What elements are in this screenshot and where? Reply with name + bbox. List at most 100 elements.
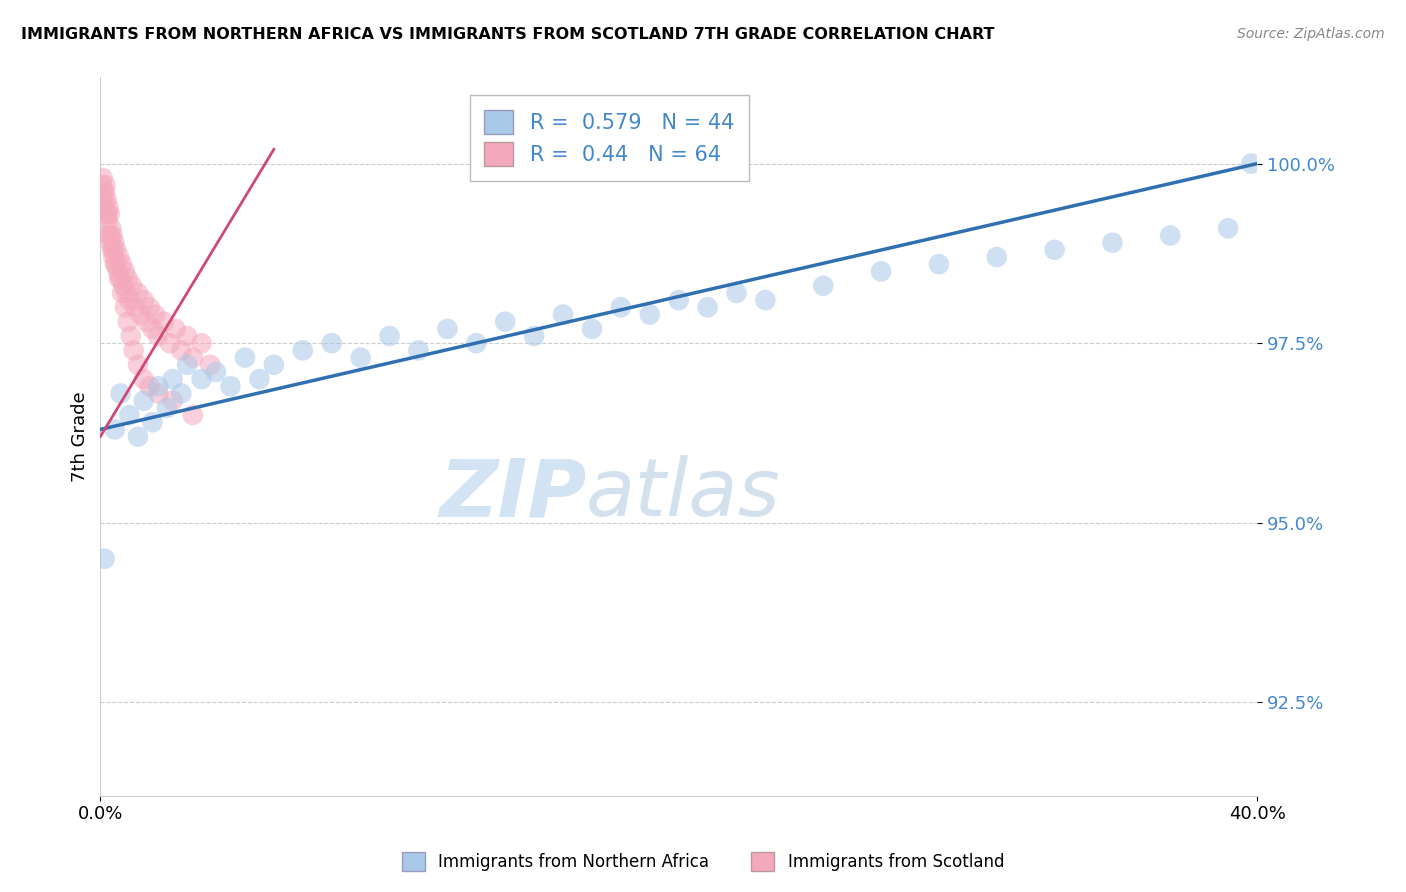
Point bbox=[148, 386, 170, 401]
Point bbox=[1240, 156, 1263, 170]
Point bbox=[105, 243, 128, 257]
Point bbox=[696, 301, 718, 315]
Point bbox=[108, 271, 131, 285]
Point bbox=[141, 415, 163, 429]
Point bbox=[132, 293, 155, 307]
Point bbox=[523, 329, 546, 343]
Point bbox=[581, 322, 603, 336]
Point bbox=[138, 301, 160, 315]
Text: Source: ZipAtlas.com: Source: ZipAtlas.com bbox=[1237, 27, 1385, 41]
Point bbox=[110, 271, 132, 285]
Point bbox=[97, 214, 120, 228]
Point bbox=[349, 351, 371, 365]
Point bbox=[97, 207, 120, 221]
Point bbox=[986, 250, 1008, 264]
Point bbox=[100, 221, 122, 235]
Point bbox=[96, 193, 118, 207]
Text: ZIP: ZIP bbox=[439, 455, 586, 533]
Point bbox=[117, 315, 139, 329]
Point bbox=[98, 228, 121, 243]
Point bbox=[104, 422, 127, 436]
Point bbox=[127, 358, 149, 372]
Text: atlas: atlas bbox=[586, 455, 780, 533]
Point bbox=[107, 264, 129, 278]
Legend: R =  0.579   N = 44, R =  0.44   N = 64: R = 0.579 N = 44, R = 0.44 N = 64 bbox=[470, 95, 749, 181]
Point bbox=[129, 308, 152, 322]
Point bbox=[1043, 243, 1066, 257]
Point bbox=[103, 235, 125, 250]
Point bbox=[291, 343, 314, 358]
Point bbox=[114, 264, 136, 278]
Point bbox=[165, 322, 187, 336]
Legend: Immigrants from Northern Africa, Immigrants from Scotland: Immigrants from Northern Africa, Immigra… bbox=[394, 843, 1012, 880]
Point bbox=[114, 301, 136, 315]
Point bbox=[465, 336, 488, 351]
Point bbox=[111, 285, 134, 300]
Point bbox=[1216, 221, 1239, 235]
Point bbox=[181, 408, 204, 422]
Point bbox=[103, 250, 125, 264]
Point bbox=[148, 329, 170, 343]
Point bbox=[181, 351, 204, 365]
Point bbox=[219, 379, 242, 393]
Point bbox=[97, 200, 120, 214]
Point bbox=[94, 178, 117, 193]
Point bbox=[115, 285, 138, 300]
Point bbox=[162, 372, 184, 386]
Point bbox=[135, 315, 157, 329]
Point bbox=[138, 379, 160, 393]
Point bbox=[170, 386, 193, 401]
Point bbox=[103, 243, 125, 257]
Point bbox=[162, 393, 184, 408]
Point bbox=[105, 257, 128, 271]
Point bbox=[111, 257, 134, 271]
Point bbox=[813, 278, 835, 293]
Point bbox=[1159, 228, 1181, 243]
Point bbox=[90, 178, 112, 193]
Point bbox=[170, 343, 193, 358]
Point bbox=[110, 386, 132, 401]
Point bbox=[120, 329, 142, 343]
Point bbox=[190, 336, 212, 351]
Point bbox=[132, 393, 155, 408]
Point bbox=[176, 358, 198, 372]
Point bbox=[263, 358, 285, 372]
Point bbox=[94, 207, 117, 221]
Point bbox=[754, 293, 776, 307]
Point bbox=[93, 186, 115, 200]
Point bbox=[156, 401, 179, 415]
Point bbox=[101, 228, 124, 243]
Point bbox=[153, 315, 176, 329]
Point bbox=[91, 193, 114, 207]
Point bbox=[93, 186, 115, 200]
Point bbox=[118, 293, 141, 307]
Point bbox=[118, 408, 141, 422]
Point bbox=[148, 379, 170, 393]
Point bbox=[108, 250, 131, 264]
Point bbox=[143, 308, 166, 322]
Point bbox=[870, 264, 893, 278]
Point bbox=[408, 343, 430, 358]
Point bbox=[190, 372, 212, 386]
Point bbox=[436, 322, 458, 336]
Point bbox=[121, 278, 143, 293]
Point bbox=[112, 278, 135, 293]
Point bbox=[100, 228, 122, 243]
Point bbox=[101, 243, 124, 257]
Point bbox=[551, 308, 574, 322]
Point bbox=[127, 429, 149, 443]
Point bbox=[200, 358, 222, 372]
Point bbox=[610, 301, 633, 315]
Point bbox=[638, 308, 661, 322]
Point bbox=[127, 285, 149, 300]
Point bbox=[176, 329, 198, 343]
Point bbox=[98, 207, 121, 221]
Point bbox=[100, 235, 122, 250]
Point bbox=[159, 336, 181, 351]
Point bbox=[668, 293, 690, 307]
Point bbox=[104, 257, 127, 271]
Point bbox=[928, 257, 950, 271]
Text: IMMIGRANTS FROM NORTHERN AFRICA VS IMMIGRANTS FROM SCOTLAND 7TH GRADE CORRELATIO: IMMIGRANTS FROM NORTHERN AFRICA VS IMMIG… bbox=[21, 27, 994, 42]
Point bbox=[93, 200, 115, 214]
Point bbox=[124, 301, 146, 315]
